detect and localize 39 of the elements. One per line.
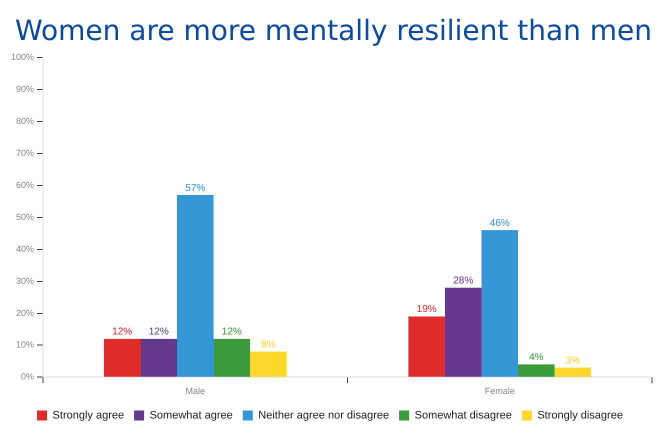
x-tick-label: Male bbox=[186, 386, 206, 396]
y-tick-label: 50% bbox=[16, 212, 34, 222]
y-tick-label: 0% bbox=[21, 372, 34, 382]
bar bbox=[408, 316, 445, 377]
data-label: 57% bbox=[185, 182, 206, 194]
y-tick-label: 90% bbox=[16, 84, 34, 94]
bar bbox=[140, 338, 177, 377]
data-label: 46% bbox=[490, 218, 510, 229]
y-tick-label: 80% bbox=[16, 116, 34, 126]
bar bbox=[214, 338, 250, 377]
y-tick-label: 70% bbox=[16, 148, 34, 158]
bar bbox=[481, 230, 518, 377]
bar bbox=[444, 288, 482, 377]
x-tick-label: Female bbox=[484, 386, 515, 396]
legend-label: Somewhat disagree bbox=[414, 410, 512, 422]
data-label: 8% bbox=[261, 339, 276, 350]
y-tick-label: 20% bbox=[16, 308, 34, 318]
y-tick-label: 30% bbox=[16, 276, 34, 286]
data-label: 12% bbox=[222, 326, 242, 338]
data-label: 28% bbox=[453, 275, 474, 286]
bar bbox=[250, 352, 287, 377]
data-label: 12% bbox=[148, 326, 169, 338]
data-label: 4% bbox=[529, 352, 544, 364]
bar bbox=[518, 364, 555, 377]
y-tick-label: 10% bbox=[16, 340, 34, 350]
legend-label: Strongly disagree bbox=[537, 410, 623, 422]
y-tick-label: 40% bbox=[16, 244, 34, 254]
legend-label: Neither agree nor disagree bbox=[258, 410, 390, 422]
legend-label: Somewhat agree bbox=[150, 410, 233, 422]
data-label: 3% bbox=[566, 355, 580, 366]
bar bbox=[554, 368, 592, 377]
data-label: 12% bbox=[112, 326, 132, 338]
legend-label: Strongly agree bbox=[52, 410, 124, 422]
chart-title: Women are more mentally resilient than men bbox=[14, 14, 652, 48]
y-tick-label: 100% bbox=[10, 52, 34, 62]
data-label: 19% bbox=[416, 304, 437, 316]
bar bbox=[104, 338, 140, 377]
bar bbox=[176, 195, 214, 377]
y-tick-label: 60% bbox=[16, 180, 34, 190]
